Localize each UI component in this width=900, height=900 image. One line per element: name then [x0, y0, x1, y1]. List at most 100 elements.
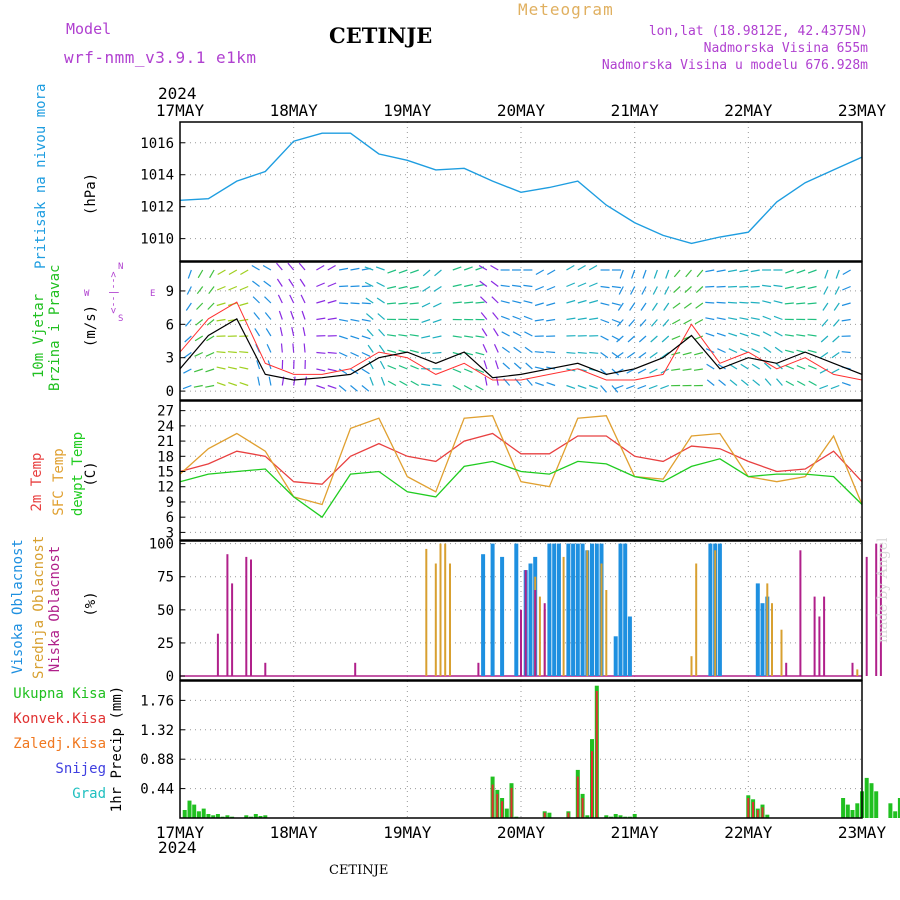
wind-arrow	[183, 368, 192, 374]
wind-arrow	[841, 318, 851, 322]
wind-arrow	[617, 302, 624, 311]
wind-arrow	[299, 278, 306, 287]
wind-arrow	[327, 351, 337, 354]
wind-arrow	[464, 335, 474, 338]
wind-arrow	[475, 335, 485, 338]
wind-arrow	[673, 269, 681, 278]
cloud-side-label-1: Visoka Oblacnost	[10, 539, 26, 674]
low-cloud-bar	[785, 662, 788, 676]
wind-arrow	[239, 318, 249, 322]
wind-arrow	[410, 380, 419, 387]
wind-arrow	[205, 368, 215, 373]
low-cloud-bar	[818, 616, 821, 677]
panel-frame	[179, 540, 863, 681]
footer-station: CETINJE	[329, 863, 389, 878]
y-tick-label: 6	[166, 510, 174, 526]
wind-speed-line	[180, 317, 862, 381]
wind-arrow	[291, 327, 295, 337]
wind-arrow	[361, 385, 370, 392]
wind-arrow	[638, 335, 647, 343]
mid-cloud-bar	[538, 596, 541, 676]
total-precip-bar	[187, 800, 192, 818]
conv-precip-bar	[567, 812, 570, 818]
wind-arrow	[494, 360, 499, 370]
wind-arrow	[546, 285, 556, 291]
wind-arrow	[832, 319, 840, 327]
wind-arrow	[475, 368, 485, 373]
wind-arrow	[387, 349, 397, 354]
wind-arrow	[378, 328, 386, 337]
wind-arrow	[422, 269, 431, 277]
wind-side-label-2: Brzina i Pravac	[47, 264, 63, 391]
total-precip-bar	[765, 814, 770, 818]
year-top: 2024	[158, 84, 197, 103]
wind-arrow	[796, 365, 806, 370]
high-cloud-bar	[760, 603, 765, 676]
conv-precip-bar	[576, 776, 579, 818]
wind-arrow	[611, 385, 619, 393]
wind-arrow	[186, 286, 192, 295]
wind-arrow	[364, 281, 374, 288]
wind-arrow	[823, 286, 829, 295]
wind-arrow	[807, 365, 817, 370]
wind-arrow	[661, 335, 670, 343]
conv-precip-bar	[543, 812, 546, 818]
low-cloud-bar	[226, 554, 229, 676]
wind-arrow	[842, 285, 851, 291]
conv-precip-bar	[510, 787, 513, 818]
wind-arrow	[831, 368, 840, 374]
wind-arrow	[641, 286, 647, 295]
wind-arrow	[615, 352, 624, 359]
pressure-side-label: Pritisak na nivou mora	[33, 83, 49, 269]
wind-arrow	[398, 269, 408, 274]
wind-arrow	[432, 335, 442, 339]
x-tick-label-bottom: 21MAY	[611, 823, 660, 842]
wind-arrow	[251, 264, 260, 271]
wind-arrow	[751, 363, 761, 370]
wind-arrow	[807, 334, 817, 337]
wind-arrow	[303, 343, 306, 353]
mid-cloud-bar	[444, 543, 447, 676]
conv-precip-bar	[756, 810, 759, 818]
mid-cloud-bar	[771, 603, 773, 676]
low-cloud-bar	[823, 596, 826, 676]
wind-arrow	[830, 384, 840, 390]
meteogram-label: Meteogram	[518, 0, 614, 19]
conv-precip-bar	[491, 784, 494, 818]
wind-arrow	[398, 334, 408, 337]
cloud-side-label-3: Niska Oblacnost	[47, 545, 63, 673]
wind-arrow	[706, 379, 715, 386]
wind-arrow	[207, 302, 215, 310]
model-name: wrf-nmm_v3.9.1 e1km	[64, 48, 257, 67]
wind-arrow	[546, 318, 556, 322]
wind-arrow	[653, 269, 658, 279]
wind-arrow	[268, 376, 272, 386]
wind-arrow	[694, 335, 704, 340]
wind-arrow	[327, 282, 337, 288]
mid-cloud-bar	[856, 669, 859, 676]
total-precip-bar	[855, 803, 860, 818]
wind-arrow	[546, 302, 556, 307]
wind-arrow	[649, 352, 658, 359]
wind-arrow	[256, 360, 261, 370]
wind-arrow	[398, 365, 408, 370]
wind-arrow	[784, 349, 794, 354]
wind-arrow	[196, 302, 204, 310]
wind-arrow	[600, 285, 610, 289]
conv-precip-bar	[595, 691, 598, 818]
wind-arrow	[773, 284, 783, 288]
wind-arrow	[365, 297, 374, 304]
wind-arrow	[672, 302, 681, 309]
wind-arrow	[739, 332, 749, 337]
wind-arrow	[650, 335, 658, 343]
wind-arrow	[626, 368, 635, 374]
compass-north: N	[118, 262, 124, 272]
wind-gust-line	[180, 301, 862, 381]
x-tick-label-top: 21MAY	[611, 101, 660, 120]
wind-arrow	[209, 269, 215, 279]
y-tick-label: 15	[157, 465, 174, 481]
wind-arrow	[421, 383, 431, 387]
x-tick-label-bottom: 22MAY	[724, 823, 773, 842]
wind-arrow	[797, 380, 806, 387]
wind-arrow	[410, 365, 419, 370]
